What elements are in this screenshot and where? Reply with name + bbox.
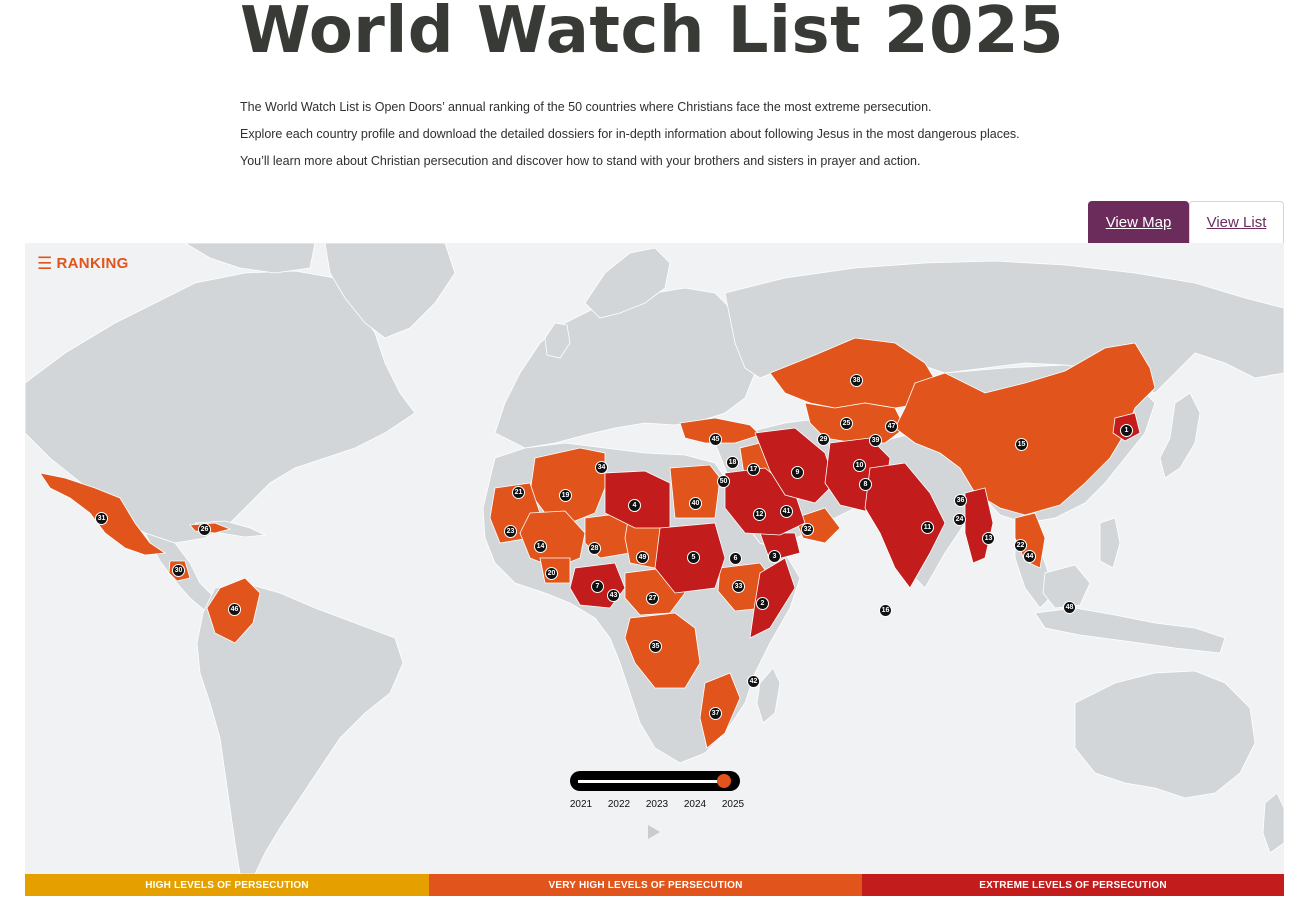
country-marker[interactable]: 44	[1023, 550, 1036, 563]
borneo	[1042, 564, 1091, 609]
india	[864, 462, 946, 589]
greenland	[324, 243, 456, 339]
country-marker[interactable]: 46	[228, 603, 241, 616]
drc	[624, 612, 701, 689]
year-label[interactable]: 2021	[569, 799, 593, 810]
egypt	[669, 464, 721, 519]
legend-extreme: EXTREME LEVELS OF PERSECUTION	[862, 874, 1284, 896]
country-marker[interactable]: 45	[709, 433, 722, 446]
country-marker[interactable]: 35	[649, 640, 662, 653]
country-marker[interactable]: 18	[726, 456, 739, 469]
arctic-islands	[184, 243, 316, 274]
country-marker[interactable]: 1	[1120, 424, 1133, 437]
country-marker[interactable]: 48	[1063, 601, 1076, 614]
year-labels: 2021 2022 2023 2024 2025	[562, 799, 752, 810]
philippines	[1099, 517, 1121, 569]
slider-track	[578, 780, 728, 783]
country-marker[interactable]: 17	[747, 463, 760, 476]
country-marker[interactable]: 31	[95, 512, 108, 525]
country-marker[interactable]: 37	[709, 707, 722, 720]
country-marker[interactable]: 32	[801, 523, 814, 536]
intro-text: The World Watch List is Open Doors’ annu…	[240, 99, 1240, 180]
country-marker[interactable]: 34	[595, 461, 608, 474]
country-marker[interactable]: 22	[1014, 539, 1027, 552]
page-title: World Watch List 2025	[240, 0, 1065, 68]
country-marker[interactable]: 3	[768, 550, 781, 563]
country-marker[interactable]: 11	[921, 521, 934, 534]
legend-high: HIGH LEVELS OF PERSECUTION	[25, 874, 429, 896]
japan	[1159, 392, 1201, 479]
country-marker[interactable]: 33	[732, 580, 745, 593]
year-slider[interactable]	[570, 771, 740, 791]
tab-view-map[interactable]: View Map	[1088, 201, 1189, 243]
country-marker[interactable]: 36	[954, 494, 967, 507]
country-marker[interactable]: 47	[885, 420, 898, 433]
turkey	[679, 417, 761, 444]
country-marker[interactable]: 14	[534, 540, 547, 553]
country-marker[interactable]: 6	[729, 552, 742, 565]
country-marker[interactable]: 40	[689, 497, 702, 510]
vietnam-laos	[1014, 512, 1046, 569]
country-marker[interactable]: 19	[559, 489, 572, 502]
legend-very-high: VERY HIGH LEVELS OF PERSECUTION	[429, 874, 862, 896]
country-marker[interactable]: 38	[850, 374, 863, 387]
country-marker[interactable]: 24	[953, 513, 966, 526]
country-marker[interactable]: 27	[646, 592, 659, 605]
country-marker[interactable]: 49	[636, 551, 649, 564]
intro-paragraph: You’ll learn more about Christian persec…	[240, 154, 921, 168]
play-icon[interactable]	[648, 825, 660, 839]
year-timeline: 2021 2022 2023 2024 2025	[570, 771, 744, 821]
country-marker[interactable]: 4	[628, 499, 641, 512]
country-marker[interactable]: 20	[545, 567, 558, 580]
country-marker[interactable]: 13	[982, 532, 995, 545]
country-marker[interactable]: 16	[879, 604, 892, 617]
country-marker[interactable]: 30	[172, 564, 185, 577]
year-label[interactable]: 2024	[683, 799, 707, 810]
country-marker[interactable]: 15	[1015, 438, 1028, 451]
year-label[interactable]: 2025	[721, 799, 745, 810]
view-tabs: View Map View List	[1088, 201, 1284, 243]
country-marker[interactable]: 29	[817, 433, 830, 446]
somalia	[749, 557, 796, 639]
country-marker[interactable]: 23	[504, 525, 517, 538]
tab-view-list[interactable]: View List	[1189, 201, 1284, 243]
year-label[interactable]: 2022	[607, 799, 631, 810]
country-marker[interactable]: 41	[780, 505, 793, 518]
intro-paragraph: Explore each country profile and downloa…	[240, 127, 1020, 141]
indonesia	[1034, 607, 1226, 654]
persecution-legend: HIGH LEVELS OF PERSECUTION VERY HIGH LEV…	[25, 874, 1284, 896]
year-label[interactable]: 2023	[645, 799, 669, 810]
country-marker[interactable]: 8	[859, 478, 872, 491]
ranking-toggle[interactable]: ☰ RANKING	[37, 255, 129, 272]
intro-paragraph: The World Watch List is Open Doors’ annu…	[240, 100, 932, 114]
country-marker[interactable]: 25	[840, 417, 853, 430]
world-map[interactable]: ☰ RANKING 1 2 3 4 5 6 7 8 9 10 11 12 13 …	[25, 243, 1284, 874]
country-marker[interactable]: 10	[853, 459, 866, 472]
australia	[1074, 670, 1256, 799]
country-marker[interactable]: 28	[588, 542, 601, 555]
slider-handle[interactable]	[717, 774, 731, 788]
uk	[544, 322, 571, 359]
central-asia	[804, 402, 906, 444]
country-marker[interactable]: 2	[756, 597, 769, 610]
country-marker[interactable]: 9	[791, 466, 804, 479]
china	[894, 342, 1156, 516]
country-marker[interactable]: 21	[512, 486, 525, 499]
country-marker[interactable]: 43	[607, 589, 620, 602]
south-america	[196, 582, 404, 874]
country-marker[interactable]: 7	[591, 580, 604, 593]
ranking-label: RANKING	[56, 255, 129, 272]
country-marker[interactable]: 42	[747, 675, 760, 688]
country-marker[interactable]: 39	[869, 434, 882, 447]
scandinavia	[584, 247, 671, 319]
country-marker[interactable]: 5	[687, 551, 700, 564]
iran	[754, 427, 836, 504]
madagascar	[756, 667, 781, 724]
country-marker[interactable]: 12	[753, 508, 766, 521]
country-marker[interactable]: 26	[198, 523, 211, 536]
new-zealand	[1262, 792, 1284, 854]
hamburger-icon: ☰	[37, 254, 53, 273]
country-marker[interactable]: 50	[717, 475, 730, 488]
